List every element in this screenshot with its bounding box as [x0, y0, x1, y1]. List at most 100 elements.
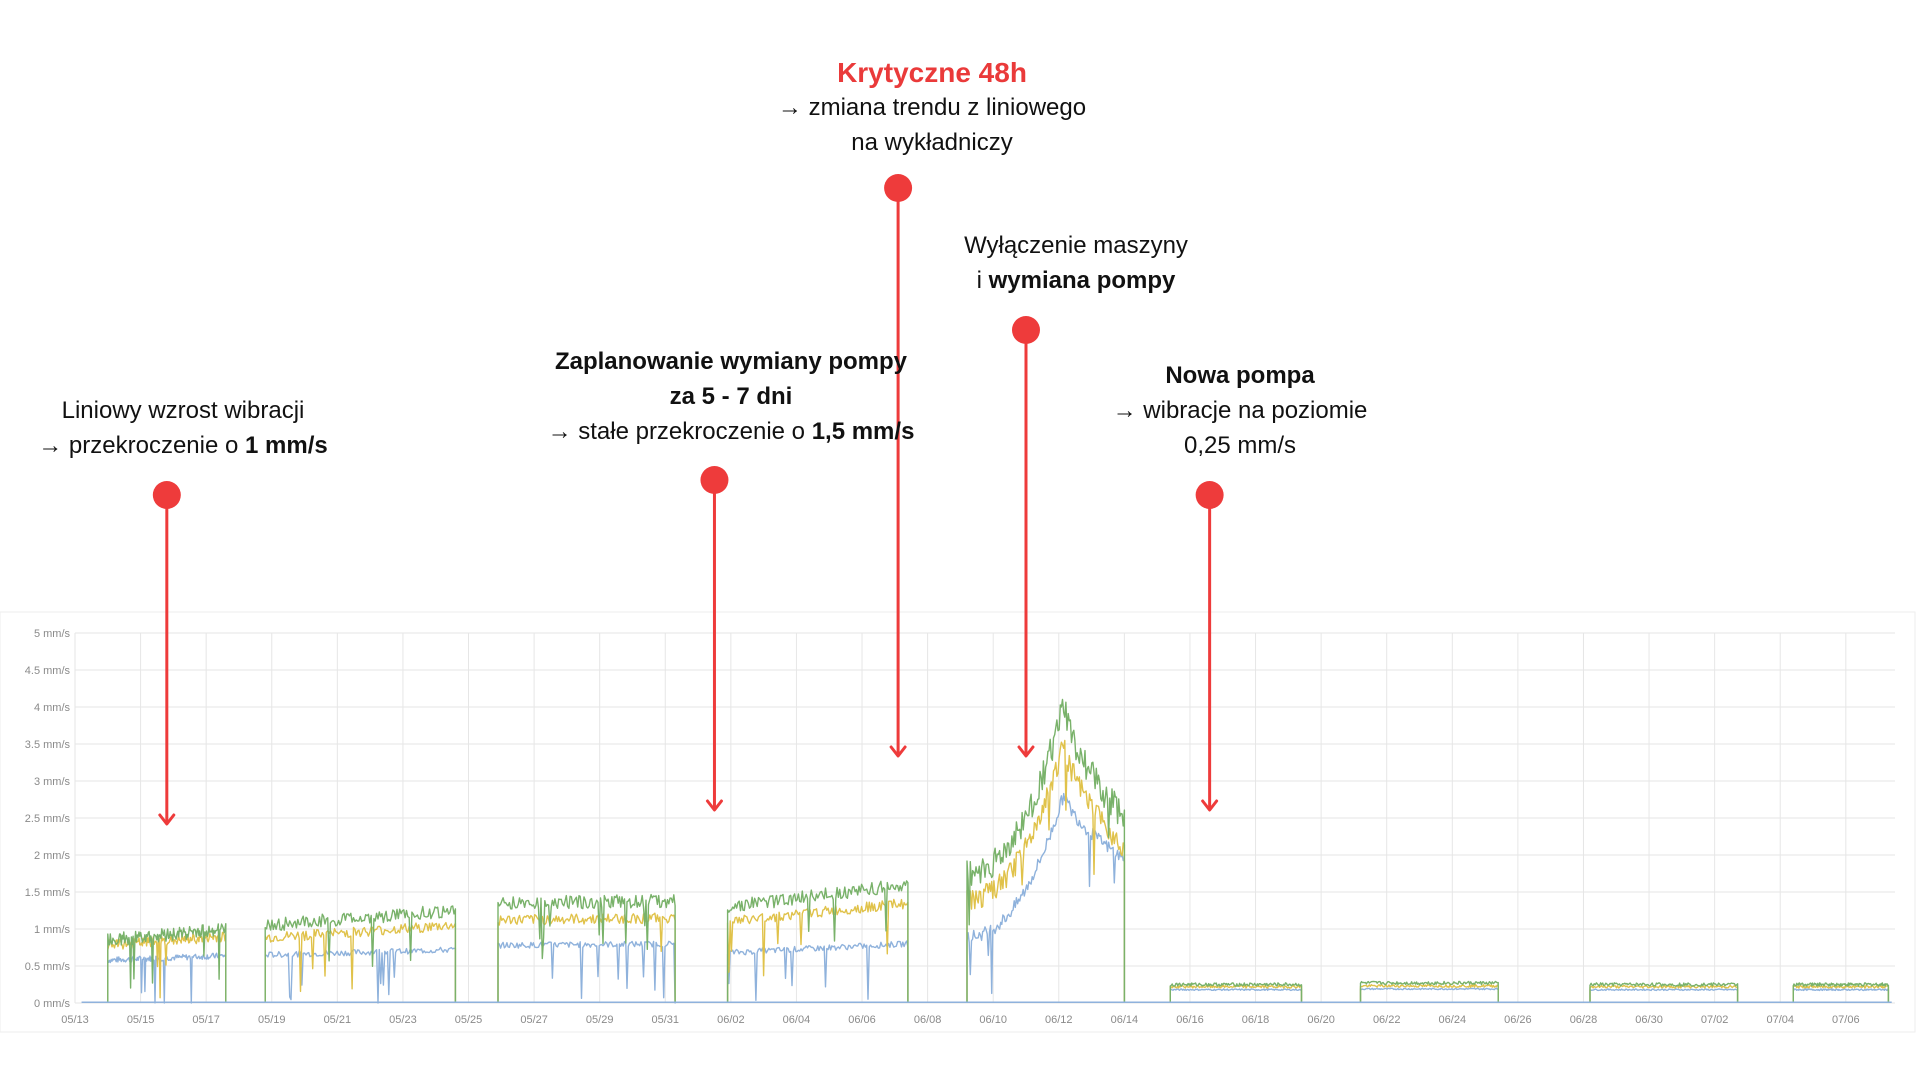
x-tick-label: 06/02 [717, 1014, 745, 1026]
series-line-blue [1359, 987, 1499, 1002]
annotation-line-part: wymiana pompy [988, 267, 1176, 294]
annotation-arrowhead [889, 745, 907, 758]
x-tick-label: 06/20 [1307, 1014, 1335, 1026]
y-tick-label: 4 mm/s [34, 702, 71, 714]
y-tick-label: 1 mm/s [34, 924, 71, 936]
annotation-arrowhead [1017, 745, 1035, 758]
annotation-line: Zaplanowanie wymiany pompy [431, 344, 1031, 379]
annotation-arrowhead [705, 799, 723, 812]
annotation-line-part: 1,5 mm/s [811, 418, 915, 445]
y-tick-label: 1.5 mm/s [25, 887, 71, 899]
x-tick-label: 06/04 [783, 1014, 811, 1026]
annotation-line-part: za 5 - 7 dni [669, 383, 793, 410]
annotation-marker-dot [700, 466, 729, 494]
x-tick-label: 05/27 [520, 1014, 548, 1026]
series-line-blue [1169, 988, 1303, 1002]
annotation-line-part: 1 mm/s [245, 432, 328, 459]
x-tick-label: 06/14 [1111, 1014, 1139, 1026]
annotation-marker-dot [152, 481, 181, 509]
y-tick-label: 4.5 mm/s [25, 665, 71, 677]
series-line-yellow [966, 739, 1126, 1002]
x-tick-label: 05/25 [455, 1014, 483, 1026]
series-line-green [726, 880, 909, 1002]
y-tick-label: 0 mm/s [34, 998, 71, 1010]
series-line-blue [1589, 988, 1739, 1002]
annotation-line: → stałe przekroczenie o 1,5 mm/s [431, 414, 1031, 449]
series-line-yellow [264, 921, 457, 1002]
series-line-green [1169, 982, 1303, 1002]
annotation-line: za 5 - 7 dni [431, 379, 1031, 414]
x-tick-label: 06/24 [1439, 1014, 1467, 1026]
annotation-line-part: → przekroczenie o [38, 432, 246, 459]
annotation-line: 0,25 mm/s [940, 428, 1540, 463]
series-line-yellow [1359, 984, 1499, 1002]
series-line-green [1359, 980, 1499, 1002]
series-line-yellow [726, 898, 909, 1002]
annotation-arrowhead [158, 813, 176, 826]
annotation-text: Nowa pompa → wibracje na poziomie 0,25 mm/… [940, 358, 1540, 463]
series-line-green [966, 698, 1126, 1002]
x-tick-label: 05/29 [586, 1014, 614, 1026]
annotation-line-part: 0,25 mm/s [1183, 432, 1297, 459]
annotation-text: Zaplanowanie wymiany pompy za 5 - 7 dni → … [431, 344, 1031, 449]
x-tick-label: 05/15 [127, 1014, 155, 1026]
y-tick-label: 3 mm/s [34, 776, 71, 788]
series-line-green [264, 905, 457, 1002]
annotation-line-part: → stałe przekroczenie o [547, 418, 812, 445]
series-line-yellow [1792, 984, 1890, 1002]
annotation-marker-dot [1011, 316, 1040, 344]
annotation-line-part: → zmiana trendu z liniowego [777, 94, 1087, 121]
y-tick-label: 2.5 mm/s [25, 813, 71, 825]
series-line-green [107, 923, 227, 1002]
series-line-green [1792, 982, 1890, 1002]
annotation-marker-dot [1195, 481, 1224, 509]
x-tick-label: 06/18 [1242, 1014, 1270, 1026]
annotation-text: Krytyczne 48h → zmiana trendu z liniowego… [632, 55, 1232, 160]
annotation-line: → wibracje na poziomie [940, 393, 1540, 428]
annotation-title: Krytyczne 48h [837, 57, 1027, 88]
annotation-line-part: na wykładniczy [851, 129, 1013, 156]
x-tick-label: 07/06 [1832, 1014, 1860, 1026]
x-tick-label: 06/16 [1176, 1014, 1204, 1026]
annotation-line: → zmiana trendu z liniowego [632, 90, 1232, 125]
annotation-line: Wyłączenie maszyny [776, 228, 1376, 263]
series-line-blue [966, 792, 1126, 1002]
annotation-line-part: Zaplanowanie wymiany pompy [554, 348, 908, 375]
annotation-text: Wyłączenie maszyny i wymiana pompy [776, 228, 1376, 298]
y-tick-label: 0.5 mm/s [25, 961, 71, 973]
x-tick-label: 06/30 [1635, 1014, 1663, 1026]
x-tick-label: 06/22 [1373, 1014, 1401, 1026]
x-tick-label: 05/13 [61, 1014, 89, 1026]
x-tick-label: 05/31 [652, 1014, 680, 1026]
x-tick-label: 06/12 [1045, 1014, 1073, 1026]
annotation-line-part: → wibracje na poziomie [1112, 397, 1368, 424]
series-line-green [1589, 982, 1739, 1002]
series-line-blue [264, 946, 457, 1004]
annotation-line: Liniowy wzrost wibracji [0, 393, 483, 428]
series-line-blue [1792, 988, 1890, 1002]
annotation-marker-dot [884, 174, 913, 202]
x-tick-label: 06/08 [914, 1014, 942, 1026]
x-tick-label: 06/06 [848, 1014, 876, 1026]
x-tick-label: 05/17 [192, 1014, 220, 1026]
annotation-text: Liniowy wzrost wibracji → przekroczenie o… [0, 393, 483, 463]
x-tick-label: 05/19 [258, 1014, 286, 1026]
plot-frame [0, 611, 1916, 1033]
y-tick-label: 2 mm/s [34, 850, 71, 862]
annotation-line: i wymiana pompy [776, 263, 1376, 298]
x-tick-label: 05/21 [324, 1014, 352, 1026]
y-tick-label: 3.5 mm/s [25, 739, 71, 751]
annotation-line-part: Nowa pompa [1165, 362, 1315, 389]
x-tick-label: 06/10 [979, 1014, 1007, 1026]
x-tick-label: 06/26 [1504, 1014, 1532, 1026]
annotation-line: → przekroczenie o 1 mm/s [0, 428, 483, 463]
y-tick-label: 5 mm/s [34, 628, 71, 640]
x-tick-label: 06/28 [1570, 1014, 1598, 1026]
x-tick-label: 07/02 [1701, 1014, 1729, 1026]
series-line-green [497, 893, 676, 1002]
annotation-line-part: i [976, 267, 989, 294]
x-tick-label: 05/23 [389, 1014, 417, 1026]
annotation-line-part: Wyłączenie maszyny [964, 232, 1188, 259]
annotation-line: na wykładniczy [632, 125, 1232, 160]
